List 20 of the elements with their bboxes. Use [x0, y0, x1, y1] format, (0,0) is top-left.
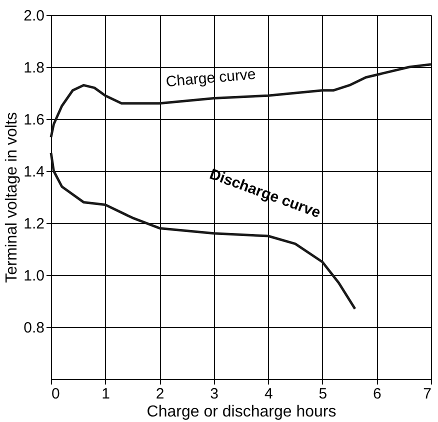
y-tick-label: 0.8 — [24, 320, 44, 336]
line-series — [50, 63, 432, 138]
x-tick-label: 5 — [318, 386, 328, 402]
x-tick-label: 4 — [264, 386, 273, 402]
x-tick-label: 1 — [102, 386, 110, 402]
x-tick-label: 2 — [156, 386, 164, 402]
y-tick-label: 1.6 — [24, 112, 44, 128]
y-tick-label: 2.0 — [24, 8, 44, 24]
y-tick-label: 1.4 — [24, 164, 44, 180]
y-axis-title: Terminal voltage in volts — [4, 112, 21, 283]
x-axis-title: Charge or discharge hours — [146, 404, 336, 420]
annotation: Charge curve — [165, 66, 256, 91]
y-tick-label: 1.8 — [24, 60, 44, 76]
y-tick-label: 1.0 — [24, 268, 44, 284]
x-tick-label: 6 — [373, 386, 382, 402]
y-tick-label: 1.2 — [24, 216, 44, 232]
line-series — [50, 152, 356, 310]
x-tick-label: 3 — [210, 386, 219, 402]
x-tick-label: 7 — [423, 386, 432, 402]
x-tick-label: 0 — [52, 386, 60, 402]
